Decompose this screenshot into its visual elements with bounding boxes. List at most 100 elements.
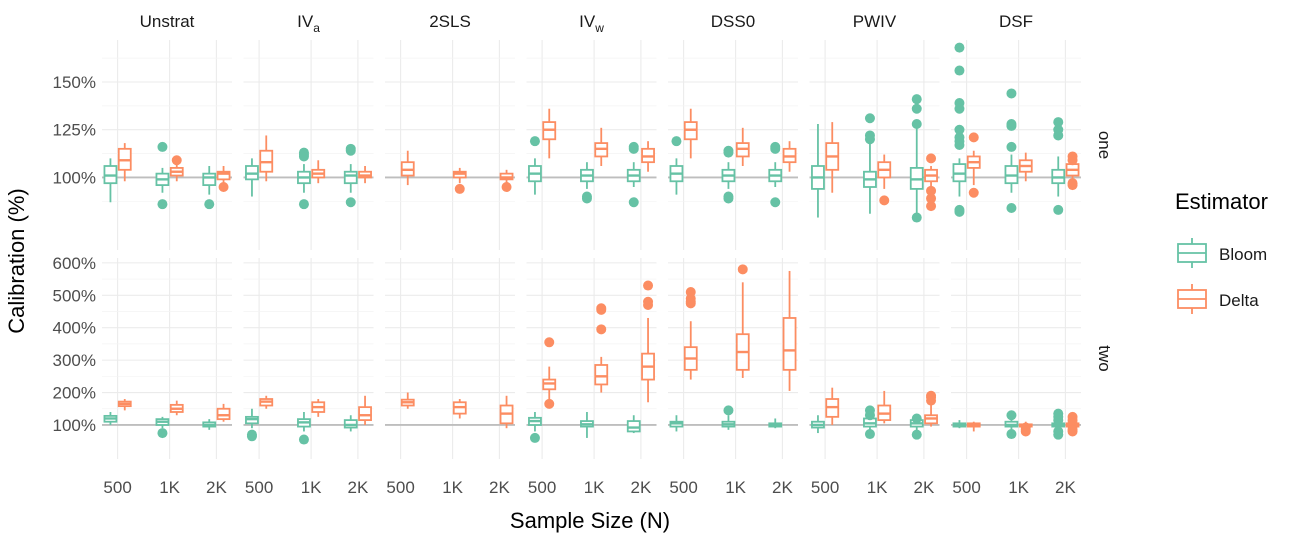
outlier-point [171,155,182,166]
box-two-unstrat-bloom-500 [103,411,118,425]
box-one-dsf-delta-1K [1018,152,1033,182]
outlier-point [246,431,257,442]
strip-label-text: IV [579,12,596,31]
outlier-point [1067,180,1078,191]
outlier-point [911,413,922,424]
box-one-2sls-delta-1K [452,167,467,194]
outlier-point [954,42,965,53]
outlier-point [643,300,654,311]
strip-label-text: IV [297,12,314,31]
strip-label-subscript: a [313,21,320,35]
outlier-point [954,206,965,217]
box-body [216,407,231,421]
box-two-pwiv-bloom-1K [863,405,877,440]
box-one-iva-delta-2K [358,166,372,184]
outlier-point [954,124,965,135]
strip-label-dss0: DSS0 [711,12,755,31]
box-two-2sls-delta-500 [400,392,415,409]
box-body [343,170,358,185]
x-tick-label: 2K [772,478,793,497]
y-tick-label: 150% [53,73,96,92]
outlier-point [926,395,937,406]
box-one-ivw-delta-500 [542,108,557,159]
outlier-point [1006,429,1017,440]
outlier-point [968,132,979,143]
box-two-unstrat-bloom-2K [202,419,217,430]
box-two-ivw-delta-2K [641,280,655,403]
outlier-point [737,264,748,275]
x-tick-label: 1K [867,478,888,497]
x-tick-label: 500 [386,478,414,497]
box-two-dsf-bloom-500 [952,420,967,429]
box-one-iva-bloom-500 [245,158,259,197]
outlier-point [864,134,875,145]
strip-label-pwiv: PWIV [853,12,897,31]
strip-label-iva: IVa [297,12,320,35]
box-two-iva-bloom-2K [343,415,358,432]
outlier-point [544,337,555,348]
outlier-point [954,103,965,114]
outlier-point [298,434,309,445]
box-body [782,317,797,371]
x-axis-title: Sample Size (N) [510,508,670,533]
boxplots [103,42,1080,445]
outlier-point [926,201,937,212]
outlier-point [628,143,639,154]
outlier-point [911,103,922,114]
outlier-point [879,195,890,206]
box-two-pwiv-delta-2K [924,390,938,427]
outlier-point [770,143,781,154]
box-one-iva-delta-1K [311,160,326,184]
outlier-point [954,65,965,76]
box-one-iva-bloom-2K [343,143,358,208]
box-one-ivw-delta-2K [641,141,655,172]
y-tick-label: 125% [53,121,96,140]
strip-label-ivw: IVw [579,12,604,35]
box-one-dss0-delta-2K [782,141,797,172]
x-tick-label: 500 [811,478,839,497]
strip-label-subscript: w [594,21,604,35]
box-two-dsf-delta-1K [1018,421,1033,437]
axis-tick-labels: 500 1K 2K 500 1K 2K 500 1K 2K 500 1K 2K 500 1K 2K 500 1K… [53,73,1077,497]
box-two-dsf-bloom-1K [1004,410,1019,440]
legend-key-delta [1177,284,1207,314]
outlier-point [298,151,309,162]
box-two-ivw-delta-1K [594,303,609,393]
x-tick-label: 1K [1008,478,1029,497]
box-one-pwiv-delta-2K [924,153,938,212]
strip-label-text: 2SLS [429,12,471,31]
box-one-dss0-bloom-500 [669,136,684,195]
outlier-point [204,199,215,210]
box-two-2sls-delta-2K [499,395,514,429]
x-tick-label: 2K [631,478,652,497]
x-tick-label: 500 [669,478,697,497]
legend-label-bloom: Bloom [1219,245,1267,264]
box-two-unstrat-delta-1K [169,400,184,416]
box-one-pwiv-bloom-2K [909,94,924,223]
x-tick-label: 500 [103,478,131,497]
legend-keys [1177,238,1207,314]
legend-key-bloom [1177,238,1207,268]
x-tick-label: 2K [206,478,227,497]
outlier-point [723,193,734,204]
y-axis-title: Calibration (%) [4,188,29,334]
y-tick-label: 100% [53,168,96,187]
x-tick-label: 500 [245,478,273,497]
outlier-point [1053,415,1064,426]
box-two-pwiv-delta-500 [825,387,840,425]
outlier-point [926,153,937,164]
box-one-2sls-delta-500 [400,150,415,186]
outlier-point [501,182,512,192]
box-one-dss0-delta-1K [735,127,750,166]
outlier-point [1053,117,1064,128]
box-one-pwiv-bloom-1K [863,113,877,214]
x-tick-label: 500 [952,478,980,497]
box-one-unstrat-bloom-2K [202,166,217,210]
box-two-ivw-bloom-2K [626,415,641,434]
box-one-dss0-bloom-2K [768,141,783,208]
outlier-point [954,140,965,150]
box-two-dsf-delta-500 [966,421,981,432]
x-tick-label: 1K [442,478,463,497]
